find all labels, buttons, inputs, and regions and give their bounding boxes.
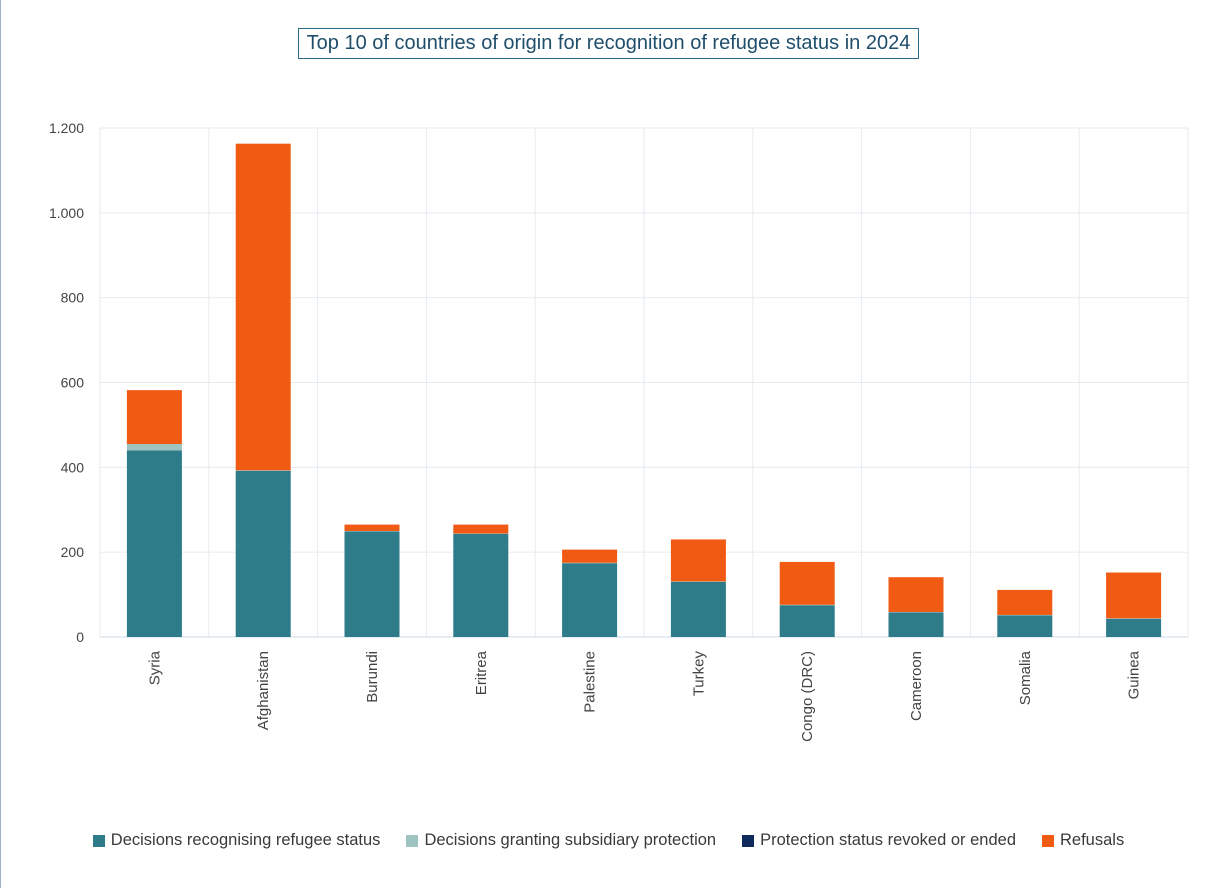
- bar-segment: [344, 531, 400, 637]
- x-tick-label: Afghanistan: [255, 651, 272, 730]
- bar-segment: [997, 615, 1053, 637]
- bar-segment: [562, 549, 618, 563]
- legend-swatch: [1042, 834, 1054, 847]
- bar-segment: [670, 539, 726, 582]
- bar-segment: [779, 561, 835, 605]
- x-tick-label: Somalia: [1017, 650, 1034, 705]
- bar-segment: [453, 533, 509, 637]
- bar-segment: [453, 524, 509, 534]
- legend-item: Decisions granting subsidiary protection: [406, 831, 716, 850]
- legend-swatch: [742, 834, 755, 847]
- bar-segment: [1106, 572, 1162, 619]
- chart-title: Top 10 of countries of origin for recogn…: [297, 28, 920, 59]
- bar-segment: [126, 444, 182, 451]
- x-tick-label: Congo (DRC): [799, 651, 816, 742]
- x-tick-label: Cameroon: [908, 651, 925, 721]
- legend-label: Decisions recognising refugee status: [110, 831, 381, 849]
- bar-segment: [888, 577, 944, 612]
- y-tick-label: 1.200: [49, 120, 84, 136]
- legend-swatch: [406, 834, 419, 847]
- bar-segment: [126, 390, 182, 445]
- y-tick-label: 0: [76, 629, 84, 645]
- legend-item: Protection status revoked or ended: [742, 831, 1016, 850]
- bar-segment: [235, 470, 291, 637]
- bar-segment: [670, 581, 726, 637]
- bar-segment: [1106, 618, 1162, 637]
- x-tick-label: Turkey: [690, 651, 707, 697]
- legend-label: Refusals: [1060, 831, 1125, 849]
- chart-legend: Decisions recognising refugee status Deci…: [0, 831, 1217, 850]
- y-tick-label: 800: [61, 290, 85, 306]
- chart-plot: 0 200 400 600 800 1.000 1.200 Syria Afghanistan B…: [49, 120, 1189, 742]
- chart-title-container: Top 10 of countries of origin for recogn…: [0, 28, 1217, 59]
- bar-segment: [779, 605, 835, 637]
- legend-item: Refusals: [1042, 831, 1124, 850]
- x-tick-label: Burundi: [364, 651, 381, 703]
- bar-segment: [344, 524, 400, 531]
- y-tick-label: 400: [61, 459, 85, 475]
- x-tick-label: Guinea: [1126, 650, 1143, 699]
- bar-segment: [562, 563, 618, 637]
- bar-segment: [888, 612, 944, 637]
- x-tick-label: Syria: [146, 650, 163, 685]
- y-tick-label: 1.000: [49, 205, 84, 221]
- x-tick-label: Eritrea: [473, 650, 490, 695]
- y-tick-label: 600: [61, 375, 85, 391]
- legend-swatch: [92, 834, 105, 847]
- legend-item: Decisions recognising refugee status: [92, 831, 381, 850]
- x-tick-label: Palestine: [582, 651, 599, 713]
- bar-segment: [997, 589, 1053, 615]
- bar-segment: [126, 450, 182, 637]
- bar-segment: [235, 143, 291, 471]
- legend-label: Decisions granting subsidiary protection: [424, 831, 717, 849]
- y-tick-label: 200: [61, 544, 85, 560]
- legend-label: Protection status revoked or ended: [760, 831, 1016, 849]
